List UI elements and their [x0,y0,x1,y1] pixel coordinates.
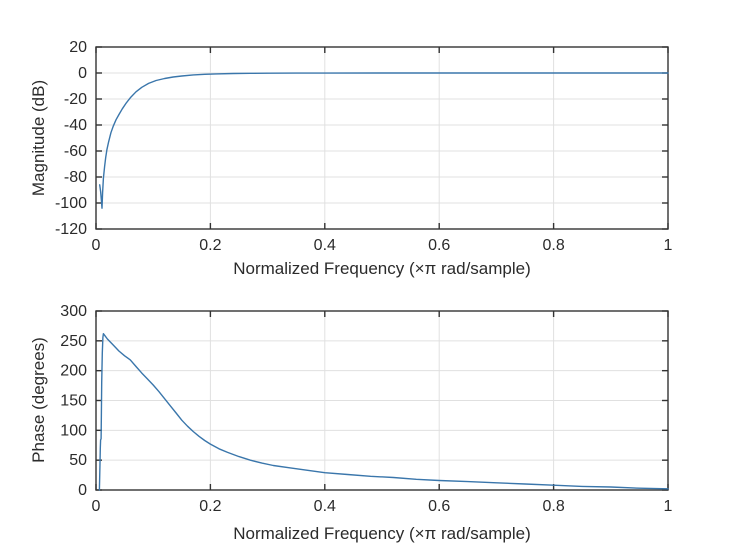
magnitude-xlabel: Normalized Frequency (×π rad/sample) [233,259,531,278]
phase-y-tick-label: 150 [60,393,87,410]
magnitude-plot: 0 0.2 0.4 0.6 0.8 1 -120 -100 -80 -60 -40 -20 0 20 [55,39,673,254]
magnitude-y-tick-label: -100 [55,195,87,212]
magnitude-y-tick-label: -120 [55,221,87,238]
magnitude-x-tick-label: 1 [664,237,673,254]
phase-y-tick-label: 0 [78,482,87,499]
phase-x-tick-label: 0.8 [542,498,564,515]
phase-response-curve [98,333,669,491]
phase-plot: 0 0.2 0.4 0.6 0.8 1 0 50 100 150 200 250 300 [60,303,672,515]
magnitude-ylabel: Magnitude (dB) [29,79,48,197]
magnitude-y-tick-label: -80 [64,169,87,186]
phase-ylabel: Phase (degrees) [29,337,48,463]
magnitude-x-tick-label: 0 [92,237,101,254]
magnitude-response-curve [98,72,669,209]
phase-y-tick-label: 200 [60,363,87,380]
phase-y-tick-label: 100 [60,422,87,439]
magnitude-y-tick-label: 0 [78,65,87,82]
phase-x-tick-label: 0.6 [428,498,450,515]
magnitude-x-tick-label: 0.6 [428,237,450,254]
phase-x-tick-label: 0.2 [199,498,221,515]
magnitude-x-tick-label: 0.8 [542,237,564,254]
phase-xlabel: Normalized Frequency (×π rad/sample) [233,524,531,543]
phase-x-tick-label: 0 [92,498,101,515]
phase-y-tick-label: 300 [60,303,87,320]
magnitude-x-tick-label: 0.4 [314,237,336,254]
phase-y-tick-label: 50 [69,452,87,469]
magnitude-y-tick-label: -20 [64,91,87,108]
phase-y-tick-label: 250 [60,333,87,350]
phase-x-tick-label: 0.4 [314,498,336,515]
magnitude-x-tick-label: 0.2 [199,237,221,254]
magnitude-y-tick-label: -40 [64,117,87,134]
magnitude-y-tick-label: -60 [64,143,87,160]
magnitude-axes-box [95,46,669,230]
phase-x-tick-label: 1 [664,498,673,515]
magnitude-y-tick-label: 20 [69,39,87,56]
